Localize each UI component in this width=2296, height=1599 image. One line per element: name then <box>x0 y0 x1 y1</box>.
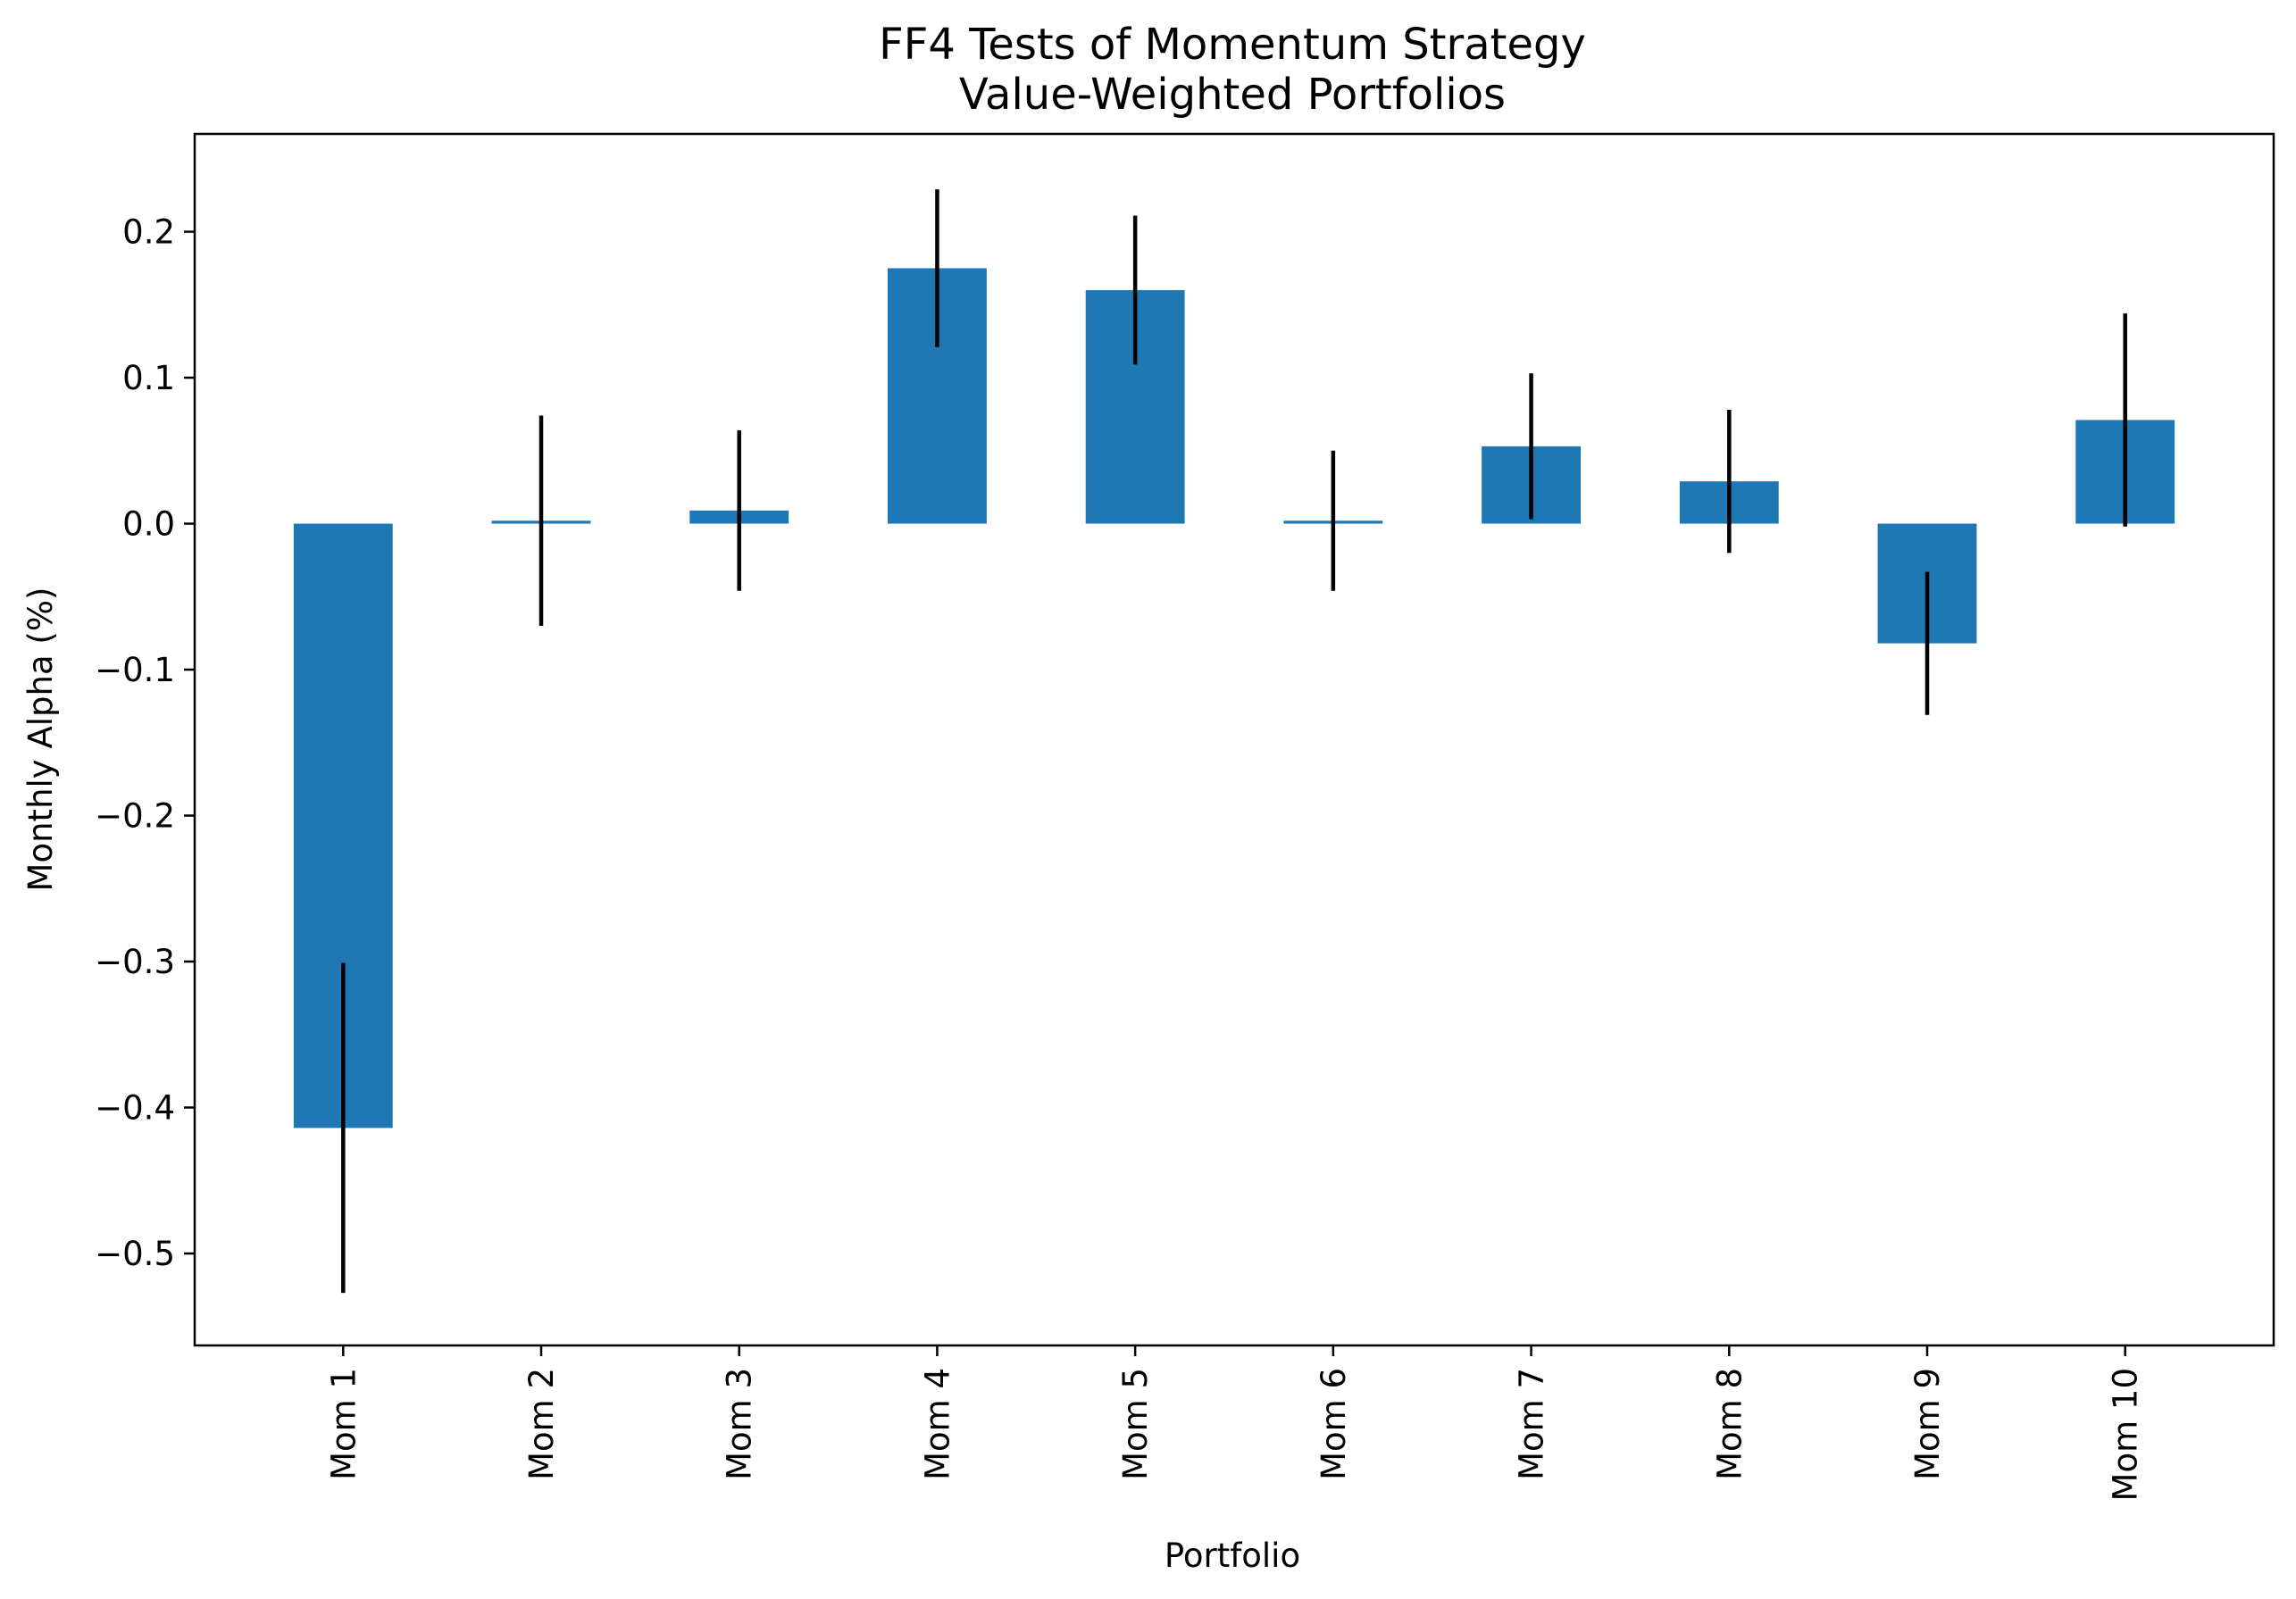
y-tick-label-1: 0.2 <box>122 213 175 252</box>
x-tick-label-9: Mom 9 <box>1908 1368 1947 1480</box>
error-bars-group <box>341 189 2127 1294</box>
x-tick-label-5: Mom 5 <box>1116 1368 1155 1480</box>
y-tick-label-3: 0.0 <box>122 505 175 544</box>
y-axis-label: Monthly Alpha (%) <box>21 587 60 892</box>
y-tick-label-4: −0.1 <box>95 651 175 689</box>
x-tick-label-6: Mom 6 <box>1315 1368 1353 1480</box>
x-tick-label-4: Mom 4 <box>918 1368 956 1480</box>
y-axis: 0.2 0.1 0.0 −0.1 −0.2 −0.3 −0.4 −0.5 <box>95 213 195 1273</box>
y-tick-label-8: −0.5 <box>95 1235 175 1273</box>
x-tick-label-10: Mom 10 <box>2107 1368 2145 1501</box>
x-tick-label-1: Mom 1 <box>324 1368 363 1480</box>
x-axis-label: Portfolio <box>1165 1537 1300 1575</box>
chart-title-line-1: FF4 Tests of Momentum Strategy <box>879 20 1586 70</box>
chart-title-line-2: Value-Weighted Portfolios <box>959 70 1506 120</box>
y-tick-label-6: −0.3 <box>95 943 175 981</box>
x-tick-label-2: Mom 2 <box>522 1368 561 1480</box>
y-tick-label-2: 0.1 <box>122 359 175 397</box>
y-tick-label-5: −0.2 <box>95 797 175 836</box>
x-tick-label-7: Mom 7 <box>1513 1368 1551 1480</box>
bars-group <box>293 268 2175 1128</box>
y-tick-label-7: −0.4 <box>95 1089 175 1128</box>
x-tick-label-8: Mom 8 <box>1710 1368 1749 1480</box>
x-axis: Mom 1 Mom 2 Mom 3 Mom 4 Mom 5 Mom 6 Mom 7 Mom 8… <box>324 1345 2145 1501</box>
plot-frame <box>193 132 2275 1347</box>
x-tick-label-3: Mom 3 <box>721 1368 759 1480</box>
